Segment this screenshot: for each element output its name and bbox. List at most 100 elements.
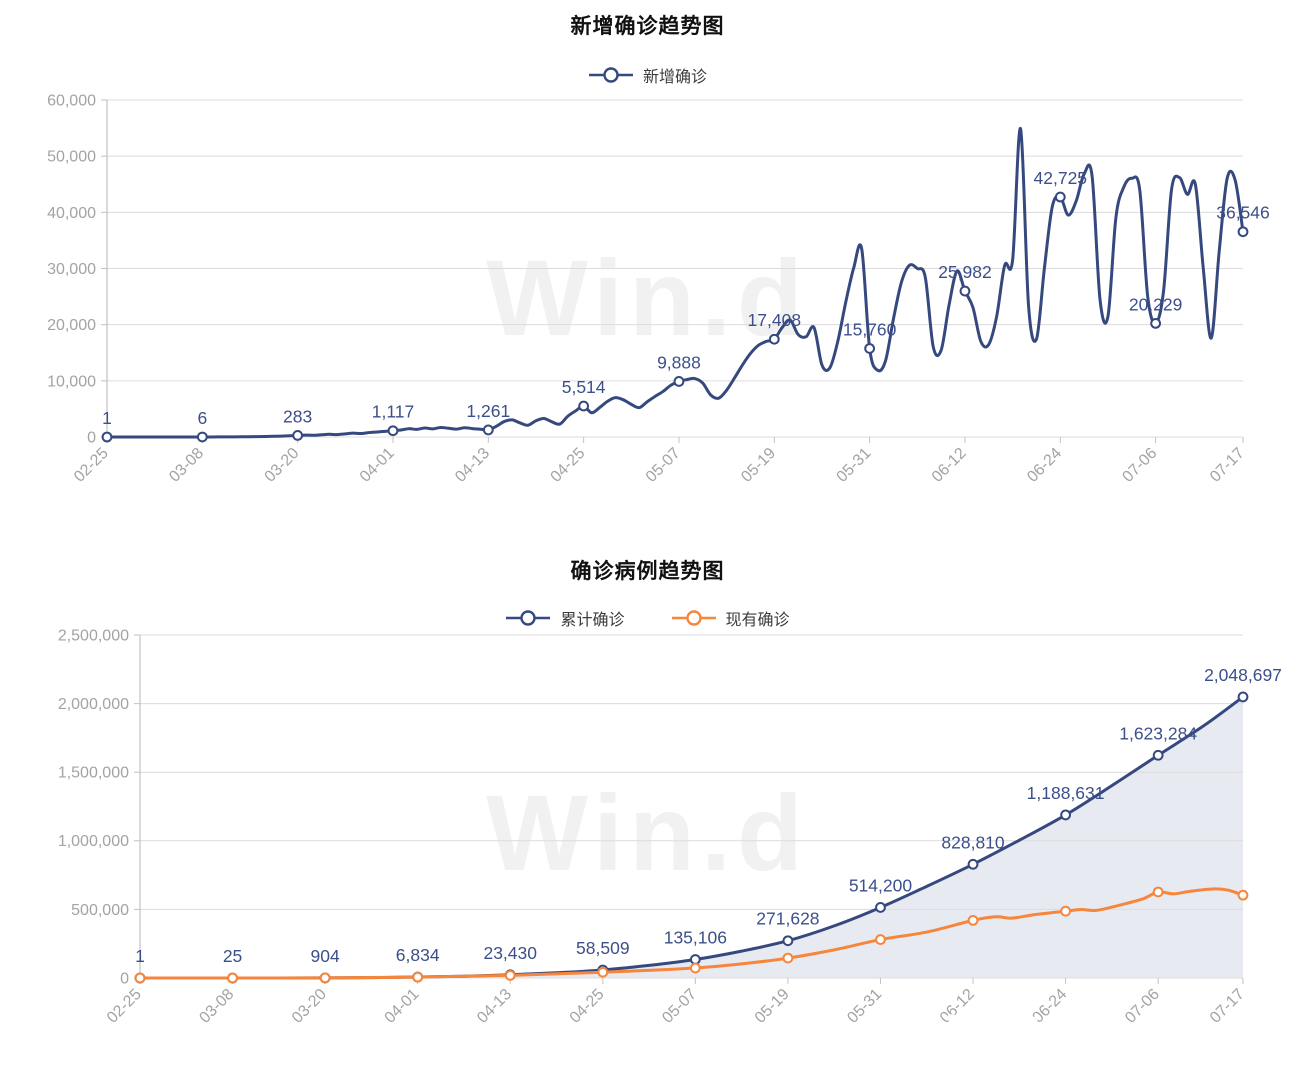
data-point-marker-cumulative-confirmed: [1237, 691, 1249, 703]
data-point-label: 283: [283, 406, 312, 426]
x-axis-label: 05-31: [844, 986, 885, 1027]
data-point-label: 1,188,631: [1027, 783, 1105, 803]
y-axis-label: 1,500,000: [58, 765, 129, 782]
x-axis-label: 07-06: [1119, 445, 1160, 486]
data-point-label: 6: [197, 408, 207, 428]
x-axis-label: 02-25: [71, 445, 112, 486]
data-point-marker-new-confirmed: [101, 431, 113, 443]
series-area-cumulative-confirmed: [140, 696, 1243, 978]
x-axis-label: 04-25: [567, 986, 608, 1027]
x-axis-label: 07-17: [1207, 445, 1248, 486]
data-point-label: 1,117: [372, 402, 415, 422]
data-point-marker-new-confirmed: [578, 400, 590, 412]
data-point-label: 904: [311, 946, 340, 966]
data-point-marker-new-confirmed: [1237, 226, 1249, 238]
x-axis-label: 05-07: [659, 986, 700, 1027]
data-point-marker-new-confirmed: [864, 343, 876, 354]
y-axis-label: 60,000: [47, 92, 96, 109]
data-point-label: 25,982: [938, 262, 992, 282]
confirmed-cases-chart: 0 500,000 1,000,000 1,500,000 2,000,000 2,500…: [58, 627, 1282, 1027]
y-axis-label: 10,000: [47, 373, 96, 390]
data-point-marker-active-confirmed: [597, 966, 609, 978]
x-axis-label: 06-24: [1024, 445, 1065, 486]
data-point-label: 5,514: [562, 377, 606, 397]
data-point-label: 20,229: [1129, 294, 1183, 314]
x-axis-label: 05-31: [834, 445, 875, 486]
data-point-label: 23,430: [483, 943, 537, 963]
legend-item-new-confirmed[interactable]: 新增确诊: [588, 63, 707, 87]
data-point-marker-new-confirmed: [482, 424, 494, 436]
chart-title-confirmed-cases: 确诊病例趋势图: [570, 560, 725, 583]
x-axis-label: 06-12: [937, 986, 978, 1027]
y-axis-label: 50,000: [47, 149, 96, 166]
data-point-label: 17,408: [748, 310, 802, 330]
data-point-marker-active-confirmed: [227, 972, 238, 984]
y-axis-label: 30,000: [47, 261, 96, 278]
x-axis-label: 03-08: [166, 445, 207, 486]
data-point-marker-new-confirmed: [673, 376, 685, 387]
data-point-marker-new-confirmed: [959, 285, 971, 297]
data-point-marker-active-confirmed: [967, 914, 979, 926]
legend-label-cumulative-confirmed: 累计确诊: [560, 612, 625, 629]
x-axis-label: 03-20: [262, 445, 303, 486]
data-point-label: 1: [102, 408, 112, 428]
x-axis-label: 03-20: [289, 986, 330, 1027]
data-point-label: 9,888: [657, 352, 701, 372]
data-point-label: 36,546: [1216, 203, 1270, 223]
x-axis-label: 07-17: [1207, 986, 1248, 1027]
data-point-marker-cumulative-confirmed: [967, 858, 979, 870]
data-point-label: 828,810: [941, 832, 1005, 852]
data-point-marker-new-confirmed: [1150, 317, 1162, 329]
y-axis-label: 2,500,000: [58, 627, 129, 644]
x-axis-label: 07-06: [1122, 986, 1163, 1027]
data-point-label: 135,106: [664, 927, 727, 947]
data-point-label: 6,834: [396, 945, 440, 965]
data-point-label: 2,048,697: [1204, 665, 1282, 685]
x-axis-label: 04-13: [452, 445, 493, 486]
data-point-label: 42,725: [1034, 168, 1088, 188]
x-axis-label: 06-24: [1029, 986, 1070, 1027]
x-axis-label: 05-07: [643, 445, 684, 486]
legend-confirmed-cases: 累计确诊 现有确诊: [0, 606, 1295, 630]
y-axis-label: 0: [120, 970, 129, 987]
data-point-marker-new-confirmed: [1054, 191, 1066, 203]
data-point-marker-new-confirmed: [196, 431, 208, 443]
legend-marker-new-confirmed: [588, 67, 633, 83]
data-point-marker-active-confirmed: [504, 969, 516, 981]
data-point-label: 1,623,284: [1119, 723, 1197, 743]
x-axis-label: 05-19: [738, 445, 779, 486]
legend-item-cumulative-confirmed[interactable]: 累计确诊: [505, 606, 625, 630]
series-line-active-confirmed: [138, 887, 1245, 980]
x-axis-label: 06-12: [929, 445, 970, 486]
y-axis-label: 2,000,000: [58, 696, 129, 713]
y-axis-label: 500,000: [71, 902, 129, 919]
legend-label-new-confirmed: 新增确诊: [642, 69, 707, 86]
y-axis-label: 40,000: [47, 205, 96, 222]
data-point-marker-active-confirmed: [1237, 889, 1249, 901]
data-point-marker-cumulative-confirmed: [1060, 809, 1071, 821]
data-point-label: 25: [223, 946, 242, 966]
legend-new-cases: 新增确诊: [0, 63, 1295, 87]
data-point-marker-new-confirmed: [768, 333, 780, 345]
data-point-marker-active-confirmed: [689, 962, 701, 974]
y-axis-label: 0: [87, 429, 96, 446]
x-axis-label: 04-01: [382, 986, 423, 1027]
data-point-marker-active-confirmed: [412, 971, 424, 983]
x-axis-label: 04-25: [548, 445, 589, 486]
legend-item-active-confirmed[interactable]: 现有确诊: [671, 606, 790, 630]
x-axis-label: 05-19: [752, 986, 793, 1027]
data-point-label: 15,760: [843, 319, 897, 339]
data-point-marker-new-confirmed: [292, 430, 304, 441]
y-axis-label: 20,000: [47, 317, 96, 334]
data-point-marker-active-confirmed: [319, 972, 331, 984]
x-axis-label: 02-25: [104, 986, 145, 1027]
data-point-marker-cumulative-confirmed: [782, 935, 794, 947]
data-point-marker-active-confirmed: [1060, 905, 1071, 917]
new-cases-chart: 0 10,000 20,000 30,000 40,000 50,000 60,000 02-…: [47, 92, 1270, 486]
legend-marker-active-confirmed: [671, 610, 716, 626]
data-point-marker-active-confirmed: [782, 952, 794, 964]
data-point-marker-new-confirmed: [387, 425, 399, 437]
data-point-marker-active-confirmed: [134, 972, 146, 984]
data-point-marker-cumulative-confirmed: [875, 902, 886, 913]
data-point-marker-active-confirmed: [875, 934, 886, 945]
